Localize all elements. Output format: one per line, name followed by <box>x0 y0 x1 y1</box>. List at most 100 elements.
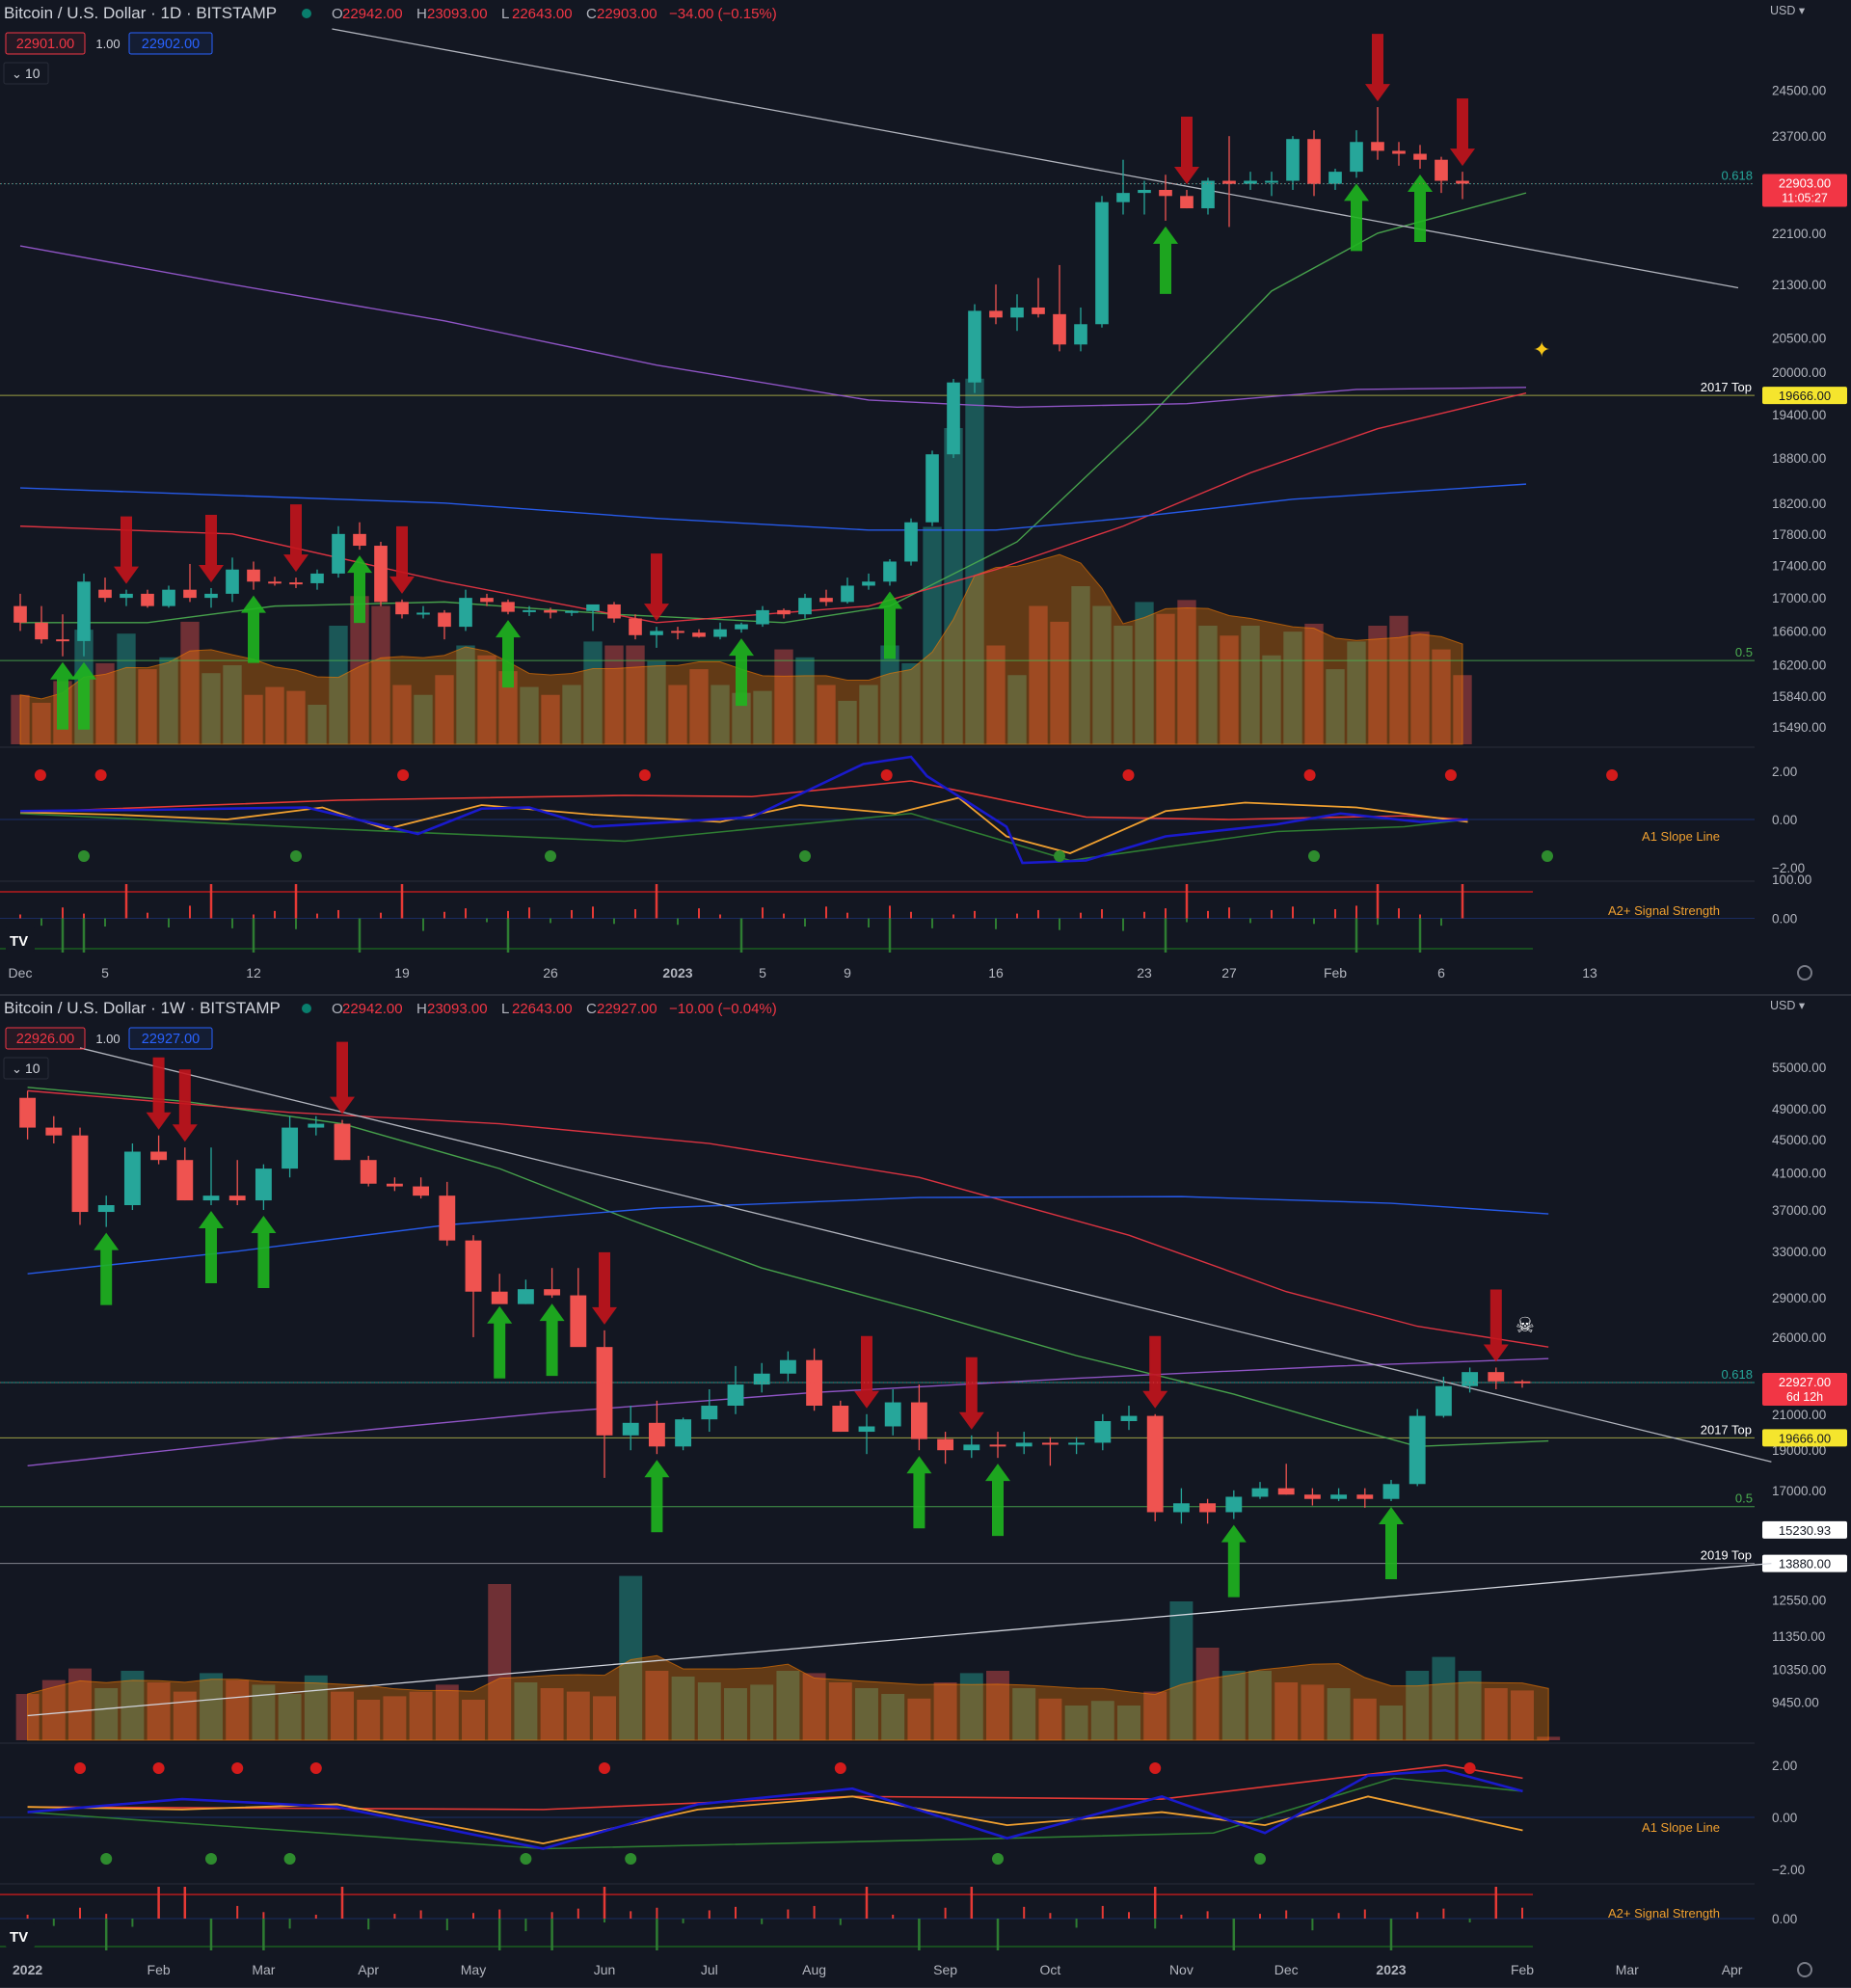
fib-level-label: 0.5 <box>1735 645 1753 659</box>
ask-box[interactable] <box>128 1027 213 1050</box>
buy-signal-arrow <box>1344 183 1369 252</box>
candle <box>1265 180 1278 183</box>
oscillator-red-dot <box>231 1762 244 1774</box>
candle <box>586 604 600 611</box>
volume-bar <box>711 685 730 744</box>
spread-value: 1.00 <box>95 1032 120 1046</box>
bid-box[interactable] <box>5 1027 86 1050</box>
volume-bar <box>965 378 984 744</box>
volume-bar <box>933 1682 957 1740</box>
volume-bar <box>855 1688 878 1740</box>
x-tick-label: 16 <box>988 965 1004 981</box>
x-tick-label: May <box>461 1962 486 1977</box>
buy-signal-arrow <box>487 1305 513 1379</box>
candle <box>71 1135 89 1213</box>
oscillator-red-dot <box>1122 769 1135 781</box>
volume-bar <box>265 686 284 744</box>
oscillator-green-dot <box>283 1853 296 1865</box>
volume-bar <box>1283 631 1302 744</box>
candle <box>753 1373 770 1385</box>
ask-box[interactable] <box>128 32 213 55</box>
candle <box>226 569 239 594</box>
volume-bar <box>668 685 687 744</box>
volume-bar <box>647 660 666 744</box>
volume-bar <box>689 669 709 744</box>
volume-bar <box>724 1688 747 1740</box>
candle <box>374 546 388 603</box>
volume-bar <box>1274 1682 1299 1740</box>
indicator-toggle[interactable] <box>3 1057 49 1080</box>
x-tick-label: Feb <box>1511 1962 1534 1977</box>
volume-bar <box>488 1584 512 1740</box>
oscillator-orange-line <box>19 796 1468 854</box>
ohlc-letter: H <box>416 6 427 22</box>
volume-bar <box>1177 600 1196 744</box>
volume-bar <box>409 1691 433 1740</box>
y-tick-label: 26000.00 <box>1772 1330 1826 1345</box>
candle <box>204 593 218 599</box>
y-tick-label: 18200.00 <box>1772 497 1826 511</box>
oscillator-red-dot <box>34 769 46 781</box>
volume-bar <box>68 1668 92 1740</box>
moving-average-line <box>27 1087 1549 1448</box>
ohlc-letter: L <box>501 6 509 22</box>
bid-box[interactable] <box>5 32 86 55</box>
buy-signal-arrow <box>877 591 902 659</box>
oscillator-orange-line <box>27 1795 1523 1844</box>
price-badge-bg <box>1762 1554 1847 1572</box>
candle <box>1435 159 1448 181</box>
y-tick-label: 16200.00 <box>1772 658 1826 673</box>
moving-average-line <box>27 1089 1549 1348</box>
oscillator-green-dot <box>799 850 811 862</box>
chart-panel-1: 24500.00 23700.00 22100.00 21300.00 20500.00… <box>0 4 1851 996</box>
candle <box>570 1295 587 1348</box>
symbol-title: Bitcoin / U.S. Dollar · 1D · BITSTAMP <box>4 4 277 22</box>
tradingview-logo-bg <box>6 927 35 952</box>
volume-bar <box>477 655 496 744</box>
volume-bar <box>371 605 390 744</box>
volume-bar <box>1301 1684 1325 1740</box>
symbol-title: Bitcoin / U.S. Dollar · 1W · BITSTAMP <box>4 999 281 1017</box>
oscillator-y-tick: 2.00 <box>1772 1759 1797 1773</box>
candle <box>465 1240 482 1292</box>
volume-bar <box>1432 649 1451 744</box>
ask-price: 22927.00 <box>142 1032 200 1047</box>
volume-ma-area <box>27 1654 1549 1741</box>
volume-bar <box>331 1691 354 1740</box>
volume-bar <box>1198 626 1218 744</box>
x-tick-label: Sep <box>933 1962 957 1977</box>
volume-bar <box>1248 1671 1272 1740</box>
candle <box>713 629 727 637</box>
candle <box>202 1195 220 1201</box>
candle <box>395 602 409 615</box>
x-tick-label: 5 <box>101 965 109 981</box>
y-tick-label: 41000.00 <box>1772 1167 1826 1181</box>
volume-bar <box>498 671 518 744</box>
oscillator-y-tick: −2.00 <box>1772 861 1805 875</box>
x-tick-label: 13 <box>1582 965 1597 981</box>
volume-bar <box>95 662 115 744</box>
oscillator-green-dot <box>78 850 90 862</box>
gear-icon[interactable] <box>1797 1962 1812 1977</box>
volume-bar <box>1135 602 1154 744</box>
volume-bar <box>117 633 136 744</box>
volume-bar <box>1484 1688 1508 1740</box>
currency-selector[interactable]: USD ▾ <box>1770 999 1806 1012</box>
candle <box>1159 189 1172 197</box>
sell-signal-arrow <box>958 1357 984 1430</box>
ask-price: 22902.00 <box>142 37 200 52</box>
oscillator-green-line <box>27 1777 1523 1850</box>
oscillator-red-dot <box>599 1762 610 1774</box>
gear-icon[interactable] <box>1797 965 1812 981</box>
signal-y-tick: 0.00 <box>1772 1912 1797 1926</box>
volume-bar <box>223 665 242 744</box>
indicator-toggle[interactable] <box>3 62 49 85</box>
buy-signal-arrow <box>50 661 75 730</box>
fib-level-label: 0.618 <box>1721 1367 1753 1382</box>
currency-selector[interactable]: USD ▾ <box>1770 4 1806 17</box>
y-tick-label: 49000.00 <box>1772 1102 1826 1116</box>
x-tick-label: 5 <box>759 965 766 981</box>
moving-average-line <box>27 1195 1549 1275</box>
ohlc-value: 22942.00 <box>342 6 403 22</box>
buy-signal-arrow <box>199 1211 224 1284</box>
